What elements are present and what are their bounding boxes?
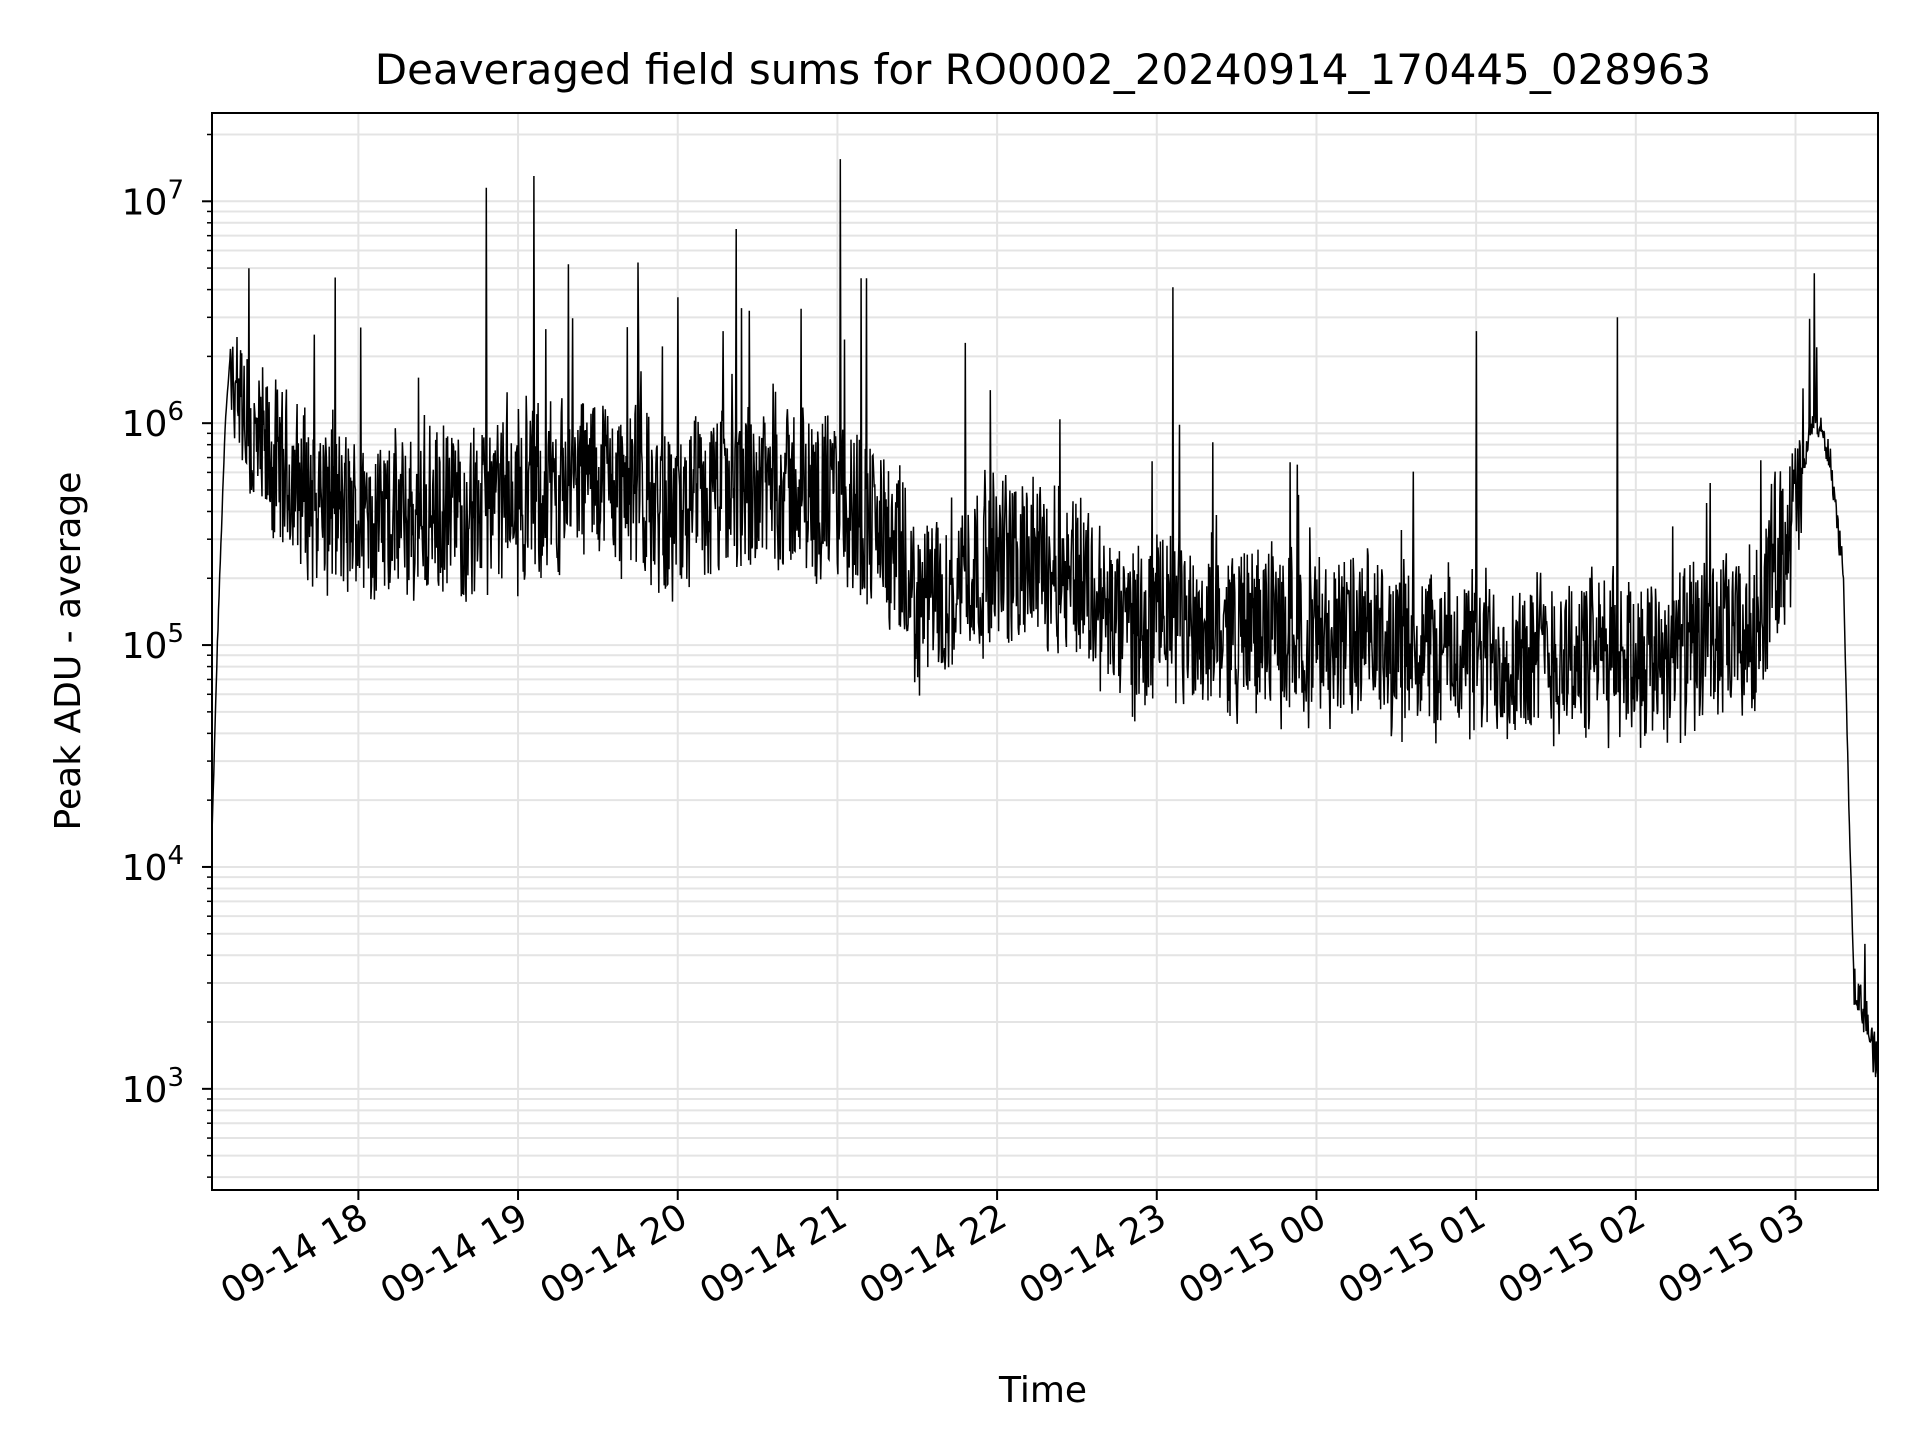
data-series-line: [211, 159, 1879, 1078]
y-tick-label: 107: [122, 175, 184, 223]
plot-frame: [211, 112, 1879, 1191]
y-tick-label: 106: [122, 397, 184, 445]
y-axis-label: Peak ADU - average: [48, 472, 89, 831]
y-tick-label: 105: [122, 619, 184, 667]
y-axis: 103 104 105 106 107: [122, 133, 212, 1178]
x-axis-label: Time: [998, 1370, 1087, 1411]
chart-title: Deaveraged field sums for RO0002_2024091…: [375, 45, 1711, 94]
grid: [212, 113, 1878, 1190]
y-tick-label: 104: [122, 841, 184, 889]
y-tick-label: 103: [122, 1063, 184, 1111]
series-layer: [211, 159, 1879, 1078]
